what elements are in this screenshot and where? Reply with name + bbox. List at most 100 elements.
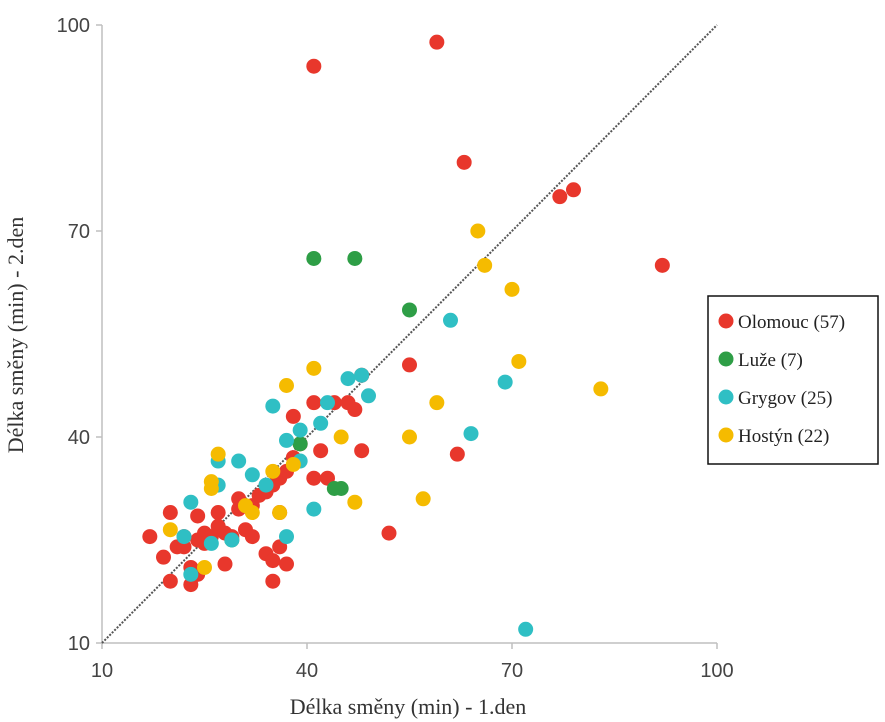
data-point [306, 470, 322, 486]
data-point [333, 429, 349, 445]
data-point [306, 501, 322, 517]
legend-label: Grygov (25) [738, 388, 832, 409]
legend: Olomouc (57) Luže (7) Grygov (25) Hostýn (2… [707, 295, 879, 465]
x-tick-label: 70 [501, 660, 523, 682]
data-point [381, 525, 397, 541]
data-point [265, 463, 281, 479]
legend-label: Hostýn (22) [738, 426, 829, 447]
data-point [463, 426, 479, 442]
data-point [279, 529, 294, 545]
legend-label: Luže (7) [738, 350, 803, 371]
data-point [258, 477, 274, 493]
data-point [183, 566, 199, 582]
data-point [415, 491, 431, 507]
data-points [142, 34, 670, 637]
data-point [210, 446, 226, 462]
data-point [162, 522, 178, 538]
data-point [333, 481, 349, 496]
legend-marker [718, 427, 734, 443]
data-point [313, 443, 329, 459]
data-point [244, 467, 260, 483]
data-point [217, 556, 233, 572]
data-point [292, 436, 308, 452]
legend-marker [718, 313, 734, 329]
data-point [203, 535, 219, 551]
data-point [470, 223, 486, 239]
data-point [429, 395, 445, 411]
data-point [306, 360, 322, 376]
data-point [593, 381, 609, 397]
data-point [285, 408, 301, 424]
data-point [347, 494, 363, 510]
data-point [197, 559, 212, 575]
data-point [320, 395, 335, 411]
data-point [231, 453, 247, 469]
data-point [504, 281, 520, 297]
data-point [224, 532, 240, 548]
y-tick-label: 100 [57, 15, 90, 37]
data-point [402, 429, 417, 445]
data-point [552, 189, 568, 205]
data-point [306, 395, 322, 411]
x-tick-label: 10 [91, 660, 113, 682]
data-point [354, 443, 370, 459]
axes [101, 25, 717, 644]
y-tick-label: 40 [68, 427, 90, 449]
data-point [210, 505, 226, 521]
legend-label: Olomouc (57) [738, 312, 845, 333]
legend-box [707, 295, 879, 465]
y-tick-label: 10 [68, 633, 90, 655]
legend-marker [718, 351, 734, 367]
data-point [402, 357, 417, 373]
data-point [477, 257, 493, 273]
data-point [292, 422, 308, 438]
data-point [347, 250, 363, 266]
x-tick-label: 100 [700, 660, 733, 682]
data-point [156, 549, 171, 565]
series-1 [224, 250, 417, 548]
data-point [244, 505, 260, 521]
data-point [265, 573, 281, 589]
data-point [654, 257, 670, 273]
data-point [566, 182, 581, 198]
data-point [518, 621, 534, 637]
data-point [162, 573, 178, 589]
data-point [142, 529, 158, 545]
data-point [176, 539, 192, 555]
data-point [347, 402, 363, 418]
data-point [244, 529, 260, 545]
y-axis-title: Délka směny (min) - 2.den [3, 217, 28, 453]
diagonal-reference-line [101, 24, 718, 644]
data-point [443, 312, 458, 328]
x-axis-title: Délka směny (min) - 1.den [290, 694, 526, 719]
data-point [456, 154, 472, 170]
data-point [306, 58, 322, 74]
data-point [183, 494, 199, 510]
data-point [340, 371, 356, 387]
data-point [285, 456, 301, 472]
data-point [354, 367, 370, 383]
data-point [511, 353, 527, 369]
data-point [279, 556, 294, 572]
data-point [306, 250, 322, 266]
series-3 [162, 223, 609, 575]
data-point [265, 553, 281, 569]
data-point [361, 388, 376, 404]
data-point [190, 508, 206, 524]
data-point [279, 378, 294, 393]
data-point [162, 505, 178, 521]
data-point [176, 529, 192, 545]
data-point [279, 432, 294, 448]
data-point [429, 34, 445, 50]
legend-marker [718, 389, 734, 405]
data-point [402, 302, 417, 318]
data-point [203, 474, 219, 490]
axis-ticks: 10 40 70 100 10 40 70 100 [57, 15, 734, 682]
data-point [313, 415, 329, 431]
series-2 [176, 312, 534, 637]
data-point [272, 505, 288, 521]
data-point [497, 374, 513, 390]
x-tick-label: 40 [296, 660, 318, 682]
data-point [265, 398, 281, 414]
